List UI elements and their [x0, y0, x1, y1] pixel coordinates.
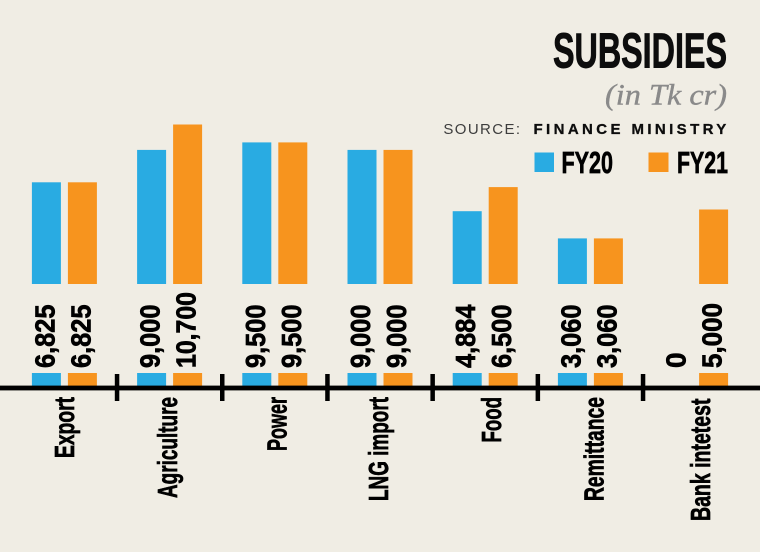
svg-text:9,000: 9,000: [381, 305, 412, 369]
svg-text:10,700: 10,700: [171, 292, 202, 368]
svg-text:(in Tk cr): (in Tk cr): [605, 79, 727, 112]
svg-text:3,060: 3,060: [591, 305, 622, 369]
svg-text:4,884: 4,884: [450, 304, 481, 368]
svg-text:LNG import: LNG import: [363, 397, 394, 501]
svg-text:0: 0: [661, 352, 692, 368]
svg-text:SUBSIDIES: SUBSIDIES: [553, 24, 727, 79]
svg-text:3,060: 3,060: [555, 305, 586, 369]
svg-text:Bank intetest: Bank intetest: [685, 399, 716, 522]
svg-text:6,500: 6,500: [486, 305, 517, 369]
svg-text:FY20: FY20: [562, 145, 614, 180]
svg-text:FY21: FY21: [677, 145, 728, 180]
svg-text:Export: Export: [49, 397, 80, 458]
svg-text:5,000: 5,000: [697, 303, 728, 368]
svg-text:SOURCE:: SOURCE:: [443, 121, 520, 138]
svg-text:9,500: 9,500: [276, 305, 307, 369]
svg-text:Remittance: Remittance: [578, 397, 609, 501]
svg-text:Power: Power: [261, 397, 292, 451]
svg-text:6,825: 6,825: [29, 305, 60, 369]
svg-text:9,500: 9,500: [240, 305, 271, 369]
svg-text:9,000: 9,000: [345, 305, 376, 369]
svg-text:Agriculture: Agriculture: [152, 397, 183, 498]
svg-text:9,000: 9,000: [135, 305, 166, 369]
svg-text:6,825: 6,825: [65, 305, 96, 369]
svg-text:Food: Food: [476, 397, 507, 443]
